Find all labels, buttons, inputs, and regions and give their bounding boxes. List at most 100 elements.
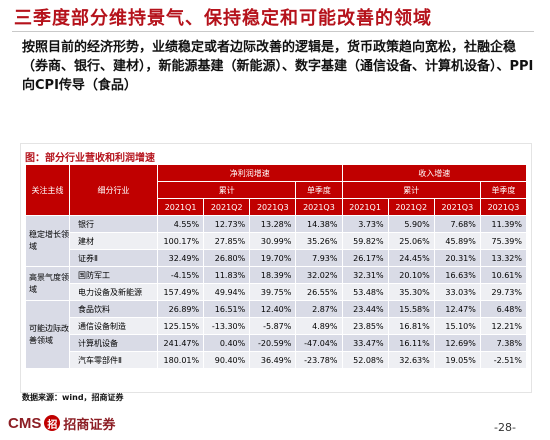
group-label: 稳定增长领域 [25,215,70,267]
industry-cell: 国防军工 [69,266,158,284]
table-row: 建材 100.17% 27.85% 30.99% 35.26% 59.82% 25.06% 4… [26,232,528,250]
header-period: 2021Q3 [249,198,297,216]
growth-value-cell: 16.81% [387,317,435,335]
header-period: 2021Q3 [433,198,481,216]
growth-value-cell: 30.99% [249,232,297,250]
growth-value-cell: 2.87% [295,300,343,318]
table-body: 稳定增长领域 银行 4.55% 12.73% 13.28% 14.38% 3.73% 5.90… [25,215,528,369]
figure-caption: 图：部分行业营收和利润增速 [25,153,155,164]
table-row: 稳定增长领域 银行 4.55% 12.73% 13.28% 14.38% 3.73% 5.90… [25,215,528,267]
growth-value-cell: 35.26% [295,232,343,250]
table-row: 计算机设备 241.47% 0.40% -20.59% -47.04% 33.47% 16.… [26,334,528,352]
growth-value-cell: 125.15% [156,317,205,335]
growth-value-cell: 12.21% [479,317,528,335]
table-row: 高景气度领域 国防军工 -4.15% 11.83% 18.39% 32.02% 32.31%… [25,266,528,301]
growth-value-cell: 16.11% [387,334,435,352]
header-net-profit-growth: 净利润增速 [157,164,343,182]
logo-latin-text: CMS [8,414,42,432]
growth-value-cell: 12.40% [249,300,297,318]
industry-cell: 汽车零部件Ⅱ [69,351,158,369]
growth-value-cell: 33.47% [341,334,389,352]
growth-value-cell: 6.48% [479,300,528,318]
growth-value-cell: 20.31% [433,249,481,267]
growth-value-cell: 26.80% [203,249,251,267]
growth-value-cell: 75.39% [479,232,528,250]
data-source-note: 数据来源：wind，招商证券 [22,393,124,402]
growth-value-cell: 15.58% [387,300,435,318]
figure-panel: 图：部分行业营收和利润增速 关注主线 细分行业 净利润增速 收入增速 累计 单季… [20,143,532,393]
growth-value-cell: 11.39% [479,215,528,233]
company-logo: CMS 招 招商证券 [8,414,116,433]
growth-value-cell: 20.10% [387,266,435,284]
growth-value-cell: 11.83% [203,266,251,284]
header-period: 2021Q3 [479,198,528,216]
header-revenue-growth: 收入增速 [341,164,527,182]
growth-value-cell: 19.05% [433,351,481,369]
industry-cell: 计算机设备 [69,334,158,352]
header-main-line: 关注主线 [25,164,70,216]
table-row: 汽车零部件Ⅱ 180.01% 90.40% 36.49% -23.78% 52.08% 32… [26,351,528,369]
industry-cell: 银行 [69,215,158,233]
header-period: 2021Q2 [387,198,435,216]
growth-value-cell: 7.68% [433,215,481,233]
title-divider [12,31,534,32]
growth-value-cell: 45.89% [433,232,481,250]
growth-value-cell: 32.02% [295,266,343,284]
growth-value-cell: 7.93% [295,249,343,267]
growth-value-cell: 15.10% [433,317,481,335]
header-period: 2021Q3 [295,198,343,216]
table-row: 证券Ⅱ 32.49% 26.80% 19.70% 7.93% 26.17% 24.45% 20… [26,249,528,267]
growth-value-cell: 12.69% [433,334,481,352]
growth-value-cell: 25.06% [387,232,435,250]
growth-value-cell: 5.90% [387,215,435,233]
growth-value-cell: 29.73% [479,283,528,301]
growth-value-cell: 13.32% [479,249,528,267]
growth-value-cell: 32.63% [387,351,435,369]
growth-value-cell: 4.89% [295,317,343,335]
growth-value-cell: 100.17% [156,232,205,250]
growth-value-cell: 18.39% [249,266,297,284]
growth-value-cell: 7.38% [479,334,528,352]
industry-cell: 通信设备制造 [69,317,158,335]
growth-value-cell: 241.47% [156,334,205,352]
growth-value-cell: 52.08% [341,351,389,369]
growth-value-cell: 12.73% [203,215,251,233]
growth-value-cell: 32.49% [156,249,205,267]
body-paragraph: 按照目前的经济形势，业绩稳定或者边际改善的逻辑是，货币政策趋向宽松，社融企稳（券… [22,40,534,93]
logo-mark-icon: 招 [44,415,61,431]
growth-value-cell: 26.17% [341,249,389,267]
growth-value-cell: 10.61% [479,266,528,284]
growth-value-cell: 59.82% [341,232,389,250]
growth-value-cell: -47.04% [295,334,343,352]
group-label: 可能边际改善领域 [25,300,70,369]
growth-value-cell: -23.78% [295,351,343,369]
header-cumulative-revenue: 累计 [341,181,481,199]
growth-value-cell: -13.30% [203,317,251,335]
growth-value-cell: 24.45% [387,249,435,267]
growth-value-cell: 35.30% [387,283,435,301]
growth-value-cell: 33.03% [433,283,481,301]
growth-value-cell: 36.49% [249,351,297,369]
page-number: -28- [494,421,516,434]
growth-value-cell: 32.31% [341,266,389,284]
growth-value-cell: 90.40% [203,351,251,369]
growth-value-cell: 14.38% [295,215,343,233]
industry-cell: 证券Ⅱ [69,249,158,267]
growth-value-cell: 23.44% [341,300,389,318]
slide-title: 三季度部分维持景气、保持稳定和可能改善的领域 [14,8,432,29]
growth-value-cell: 23.85% [341,317,389,335]
growth-value-cell: -5.87% [249,317,297,335]
logo-chinese-text: 招商证券 [63,417,116,433]
header-industry: 细分行业 [69,164,158,216]
table-row: 可能边际改善领域 食品饮料 26.89% 16.51% 12.40% 2.87% 23.44… [25,300,528,369]
growth-value-cell: 19.70% [249,249,297,267]
header-period: 2021Q1 [156,198,205,216]
growth-value-cell: 12.47% [433,300,481,318]
header-period: 2021Q2 [203,198,251,216]
growth-value-cell: 49.94% [203,283,251,301]
header-single-quarter-revenue: 单季度 [479,181,528,199]
industry-cell: 食品饮料 [69,300,158,318]
industry-cell: 电力设备及新能源 [69,283,158,301]
growth-value-cell: 4.55% [156,215,205,233]
growth-value-cell: -20.59% [249,334,297,352]
